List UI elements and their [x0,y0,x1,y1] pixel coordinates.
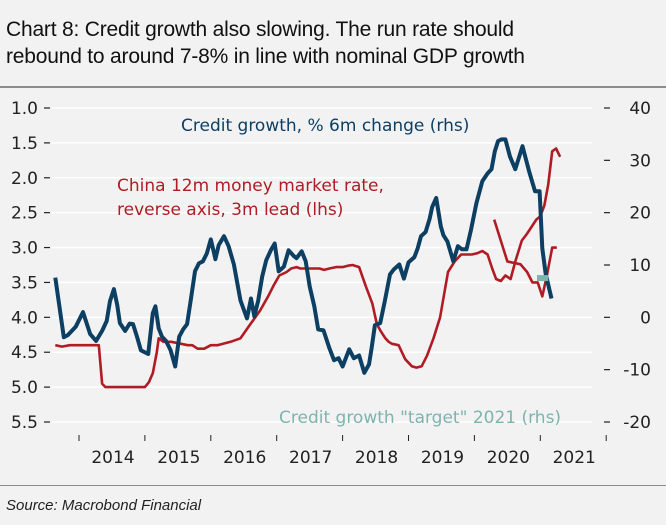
left-tick-label: 3.0 [11,239,38,259]
left-tick-label: 4.5 [11,343,38,363]
footer-divider [0,485,666,486]
right-tick-label: -10 [623,361,651,381]
legend-credit-target: Credit growth "target" 2021 (rhs) [279,408,561,428]
right-tick-label: 10 [629,256,651,276]
x-tick-label: 2016 [223,448,266,468]
right-tick-label: -20 [623,413,651,433]
legend-credit-growth: Credit growth, % 6m change (rhs) [181,116,469,136]
series-money-market-rate [55,147,562,389]
right-axis: 40 30 20 10 0 -10 -20 [604,99,651,433]
gridlines [52,107,592,423]
legend-money-market-rate-line1: China 12m money market rate, [117,176,384,196]
left-tick-label: 5.0 [11,378,38,398]
x-tick-label: 2020 [487,448,530,468]
x-axis: 2014 2015 2016 2017 2018 2019 2020 2021 [78,435,607,468]
right-tick-label: 0 [640,308,651,328]
left-tick-label: 3.5 [11,273,38,293]
x-tick-label: 2014 [91,448,134,468]
left-tick-label: 2.5 [11,204,38,224]
series-group [53,137,562,389]
series-credit-growth [53,137,554,375]
chart-title: Chart 8: Credit growth also slowing. The… [6,16,656,70]
right-tick-label: 40 [629,99,651,119]
title-divider [0,86,666,88]
right-tick-label: 30 [629,151,651,171]
right-tick-label: 20 [629,204,651,224]
x-tick-label: 2017 [289,448,332,468]
left-tick-label: 4.0 [11,308,38,328]
left-tick-label: 5.5 [11,413,38,433]
left-tick-label: 1.5 [11,134,38,154]
series-credit-target-marker [537,275,549,282]
chart: 1.0 1.5 2.0 2.5 3.0 3.5 4.0 4.5 5.0 5.5 40 30 20 10 0… [11,99,651,468]
source-note: Source: Macrobond Financial [6,497,202,514]
legend-money-market-rate-line2: reverse axis, 3m lead (lhs) [117,200,343,220]
chart-title-line-2: rebound to around 7-8% in line with nomi… [6,45,525,68]
left-tick-label: 1.0 [11,99,38,119]
x-tick-label: 2018 [355,448,398,468]
x-tick-label: 2015 [157,448,200,468]
left-tick-label: 2.0 [11,169,38,189]
x-tick-label: 2021 [553,448,596,468]
series-money-market-rate-tail [492,219,557,298]
left-axis: 1.0 1.5 2.0 2.5 3.0 3.5 4.0 4.5 5.0 5.5 [11,99,50,433]
x-tick-label: 2019 [421,448,464,468]
chart-title-line-1: Chart 8: Credit growth also slowing. The… [6,18,514,41]
